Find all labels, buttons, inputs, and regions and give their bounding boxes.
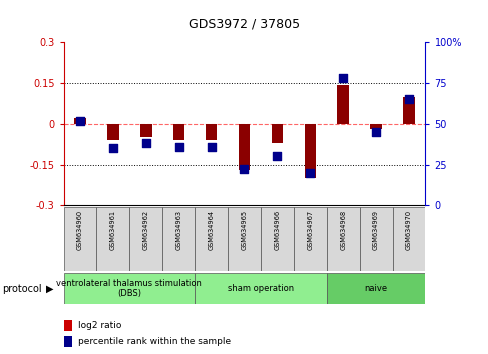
Text: percentile rank within the sample: percentile rank within the sample	[78, 337, 231, 346]
Text: GSM634970: GSM634970	[405, 210, 411, 250]
Bar	[261, 207, 293, 271]
Point	[404, 97, 412, 102]
Bar	[238, 124, 250, 170]
Text: GSM634967: GSM634967	[306, 210, 313, 250]
Point	[371, 129, 379, 135]
Bar	[162, 207, 195, 271]
Text: GSM634966: GSM634966	[274, 210, 280, 250]
Text: sham operation: sham operation	[227, 284, 293, 293]
Bar	[96, 207, 129, 271]
Bar	[140, 124, 151, 137]
Point	[273, 154, 281, 159]
Text: GSM634960: GSM634960	[77, 210, 83, 250]
Bar	[205, 124, 217, 140]
Point	[240, 167, 248, 172]
Bar	[63, 336, 72, 347]
Text: GSM634964: GSM634964	[208, 210, 214, 250]
Bar	[304, 124, 315, 178]
Bar	[337, 85, 348, 124]
Bar	[63, 207, 96, 271]
Bar	[369, 124, 381, 129]
Bar	[173, 124, 184, 140]
Text: log2 ratio: log2 ratio	[78, 321, 121, 330]
Text: naive: naive	[364, 284, 387, 293]
Bar	[227, 207, 261, 271]
Bar	[326, 273, 425, 304]
Bar	[129, 207, 162, 271]
Point	[76, 118, 84, 124]
Bar	[74, 119, 85, 124]
Bar	[107, 124, 119, 140]
Text: GDS3972 / 37805: GDS3972 / 37805	[188, 18, 300, 31]
Text: GSM634969: GSM634969	[372, 210, 378, 250]
Bar	[326, 207, 359, 271]
Point	[306, 170, 314, 176]
Text: GSM634962: GSM634962	[142, 210, 148, 250]
Bar	[63, 320, 72, 331]
Text: GSM634963: GSM634963	[175, 210, 182, 250]
Bar	[271, 124, 283, 143]
Point	[339, 75, 346, 81]
Text: GSM634961: GSM634961	[110, 210, 116, 250]
Bar	[63, 273, 195, 304]
Text: ventrolateral thalamus stimulation
(DBS): ventrolateral thalamus stimulation (DBS)	[56, 279, 202, 298]
Bar	[293, 207, 326, 271]
Point	[174, 144, 182, 149]
Point	[142, 141, 149, 146]
Bar	[392, 207, 425, 271]
Point	[207, 144, 215, 149]
Text: GSM634965: GSM634965	[241, 210, 247, 250]
Bar	[195, 273, 326, 304]
Bar	[195, 207, 227, 271]
Point	[109, 145, 117, 151]
Text: protocol: protocol	[2, 284, 42, 293]
Text: GSM634968: GSM634968	[340, 210, 346, 250]
Bar	[359, 207, 392, 271]
Text: ▶: ▶	[46, 284, 53, 293]
Bar	[403, 97, 414, 124]
